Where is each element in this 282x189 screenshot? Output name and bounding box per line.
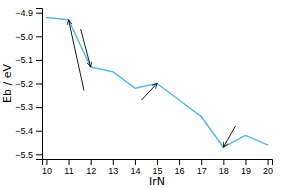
tick-label: 14 <box>130 166 140 176</box>
tick-mark <box>113 159 114 165</box>
x-axis: 10 11 12 13 14 15 16 17 18 19 20 <box>42 159 273 176</box>
y-axis-title: Eb / eV <box>1 64 14 103</box>
annotation-arrow <box>69 20 84 91</box>
tick: 12 <box>86 159 96 176</box>
tick-label: −5.5 <box>15 150 33 160</box>
tick: −5.5 <box>15 150 42 160</box>
tick-mark <box>36 13 42 14</box>
annotation-arrow <box>81 29 91 67</box>
tick-label: −5.0 <box>15 32 33 42</box>
tick: −4.9 <box>15 8 42 18</box>
tick: 14 <box>130 159 140 176</box>
tick: 20 <box>263 159 273 176</box>
tick-mark <box>135 159 136 165</box>
tick-mark <box>268 159 269 165</box>
tick-mark <box>223 159 224 165</box>
tick: −5.2 <box>15 79 42 89</box>
tick: 15 <box>152 159 162 176</box>
tick-mark <box>201 159 202 165</box>
tick-label: −5.2 <box>15 79 33 89</box>
tick: −5.0 <box>15 32 42 42</box>
tick: −5.1 <box>15 55 42 65</box>
tick: 16 <box>175 159 185 176</box>
tick-label: 11 <box>64 166 73 176</box>
tick-mark <box>36 131 42 132</box>
tick-label: 10 <box>42 166 52 176</box>
tick-label: 18 <box>219 166 229 176</box>
tick-mark <box>157 159 158 165</box>
tick-mark <box>245 159 246 165</box>
annotation-arrow <box>142 84 157 101</box>
tick: 10 <box>42 159 52 176</box>
tick: −5.4 <box>15 126 42 136</box>
axis-line <box>36 9 43 160</box>
marks <box>46 17 267 147</box>
tick-mark <box>46 159 47 165</box>
tick-mark <box>36 84 42 85</box>
tick-mark <box>36 60 42 61</box>
tick-label: 12 <box>86 166 96 176</box>
axis-line <box>43 160 273 166</box>
y-axis: −5.5 −5.4 −5.3 −5.2 −5.1 −5.0 −4.9 <box>15 8 42 160</box>
annotation-arrow <box>223 126 235 147</box>
tick-label: −4.9 <box>15 8 33 18</box>
tick: 13 <box>108 159 118 176</box>
data-line <box>46 17 267 147</box>
tick-label: 20 <box>263 166 273 176</box>
tick-mark <box>91 159 92 165</box>
tick-mark <box>69 159 70 165</box>
chart: 1011121314151617181920−5.5−5.4−5.3−5.2−5… <box>0 0 282 189</box>
tick-mark <box>179 159 180 165</box>
tick-label: 16 <box>175 166 185 176</box>
tick-label: −5.1 <box>15 55 33 65</box>
tick-label: 17 <box>197 166 207 176</box>
x-axis-title: IrN <box>149 175 165 188</box>
tick: 11 <box>64 159 73 176</box>
plot-area: 1011121314151617181920−5.5−5.4−5.3−5.2−5… <box>15 8 273 176</box>
tick: −5.3 <box>15 102 42 112</box>
tick: 18 <box>219 159 229 176</box>
tick: 19 <box>241 159 251 176</box>
tick-mark <box>36 36 42 37</box>
tick-mark <box>36 154 42 155</box>
tick-mark <box>36 107 42 108</box>
tick-label: −5.3 <box>15 102 33 112</box>
tick: 17 <box>197 159 207 176</box>
tick-label: −5.4 <box>15 126 33 136</box>
tick-label: 19 <box>241 166 251 176</box>
tick-label: 13 <box>108 166 118 176</box>
